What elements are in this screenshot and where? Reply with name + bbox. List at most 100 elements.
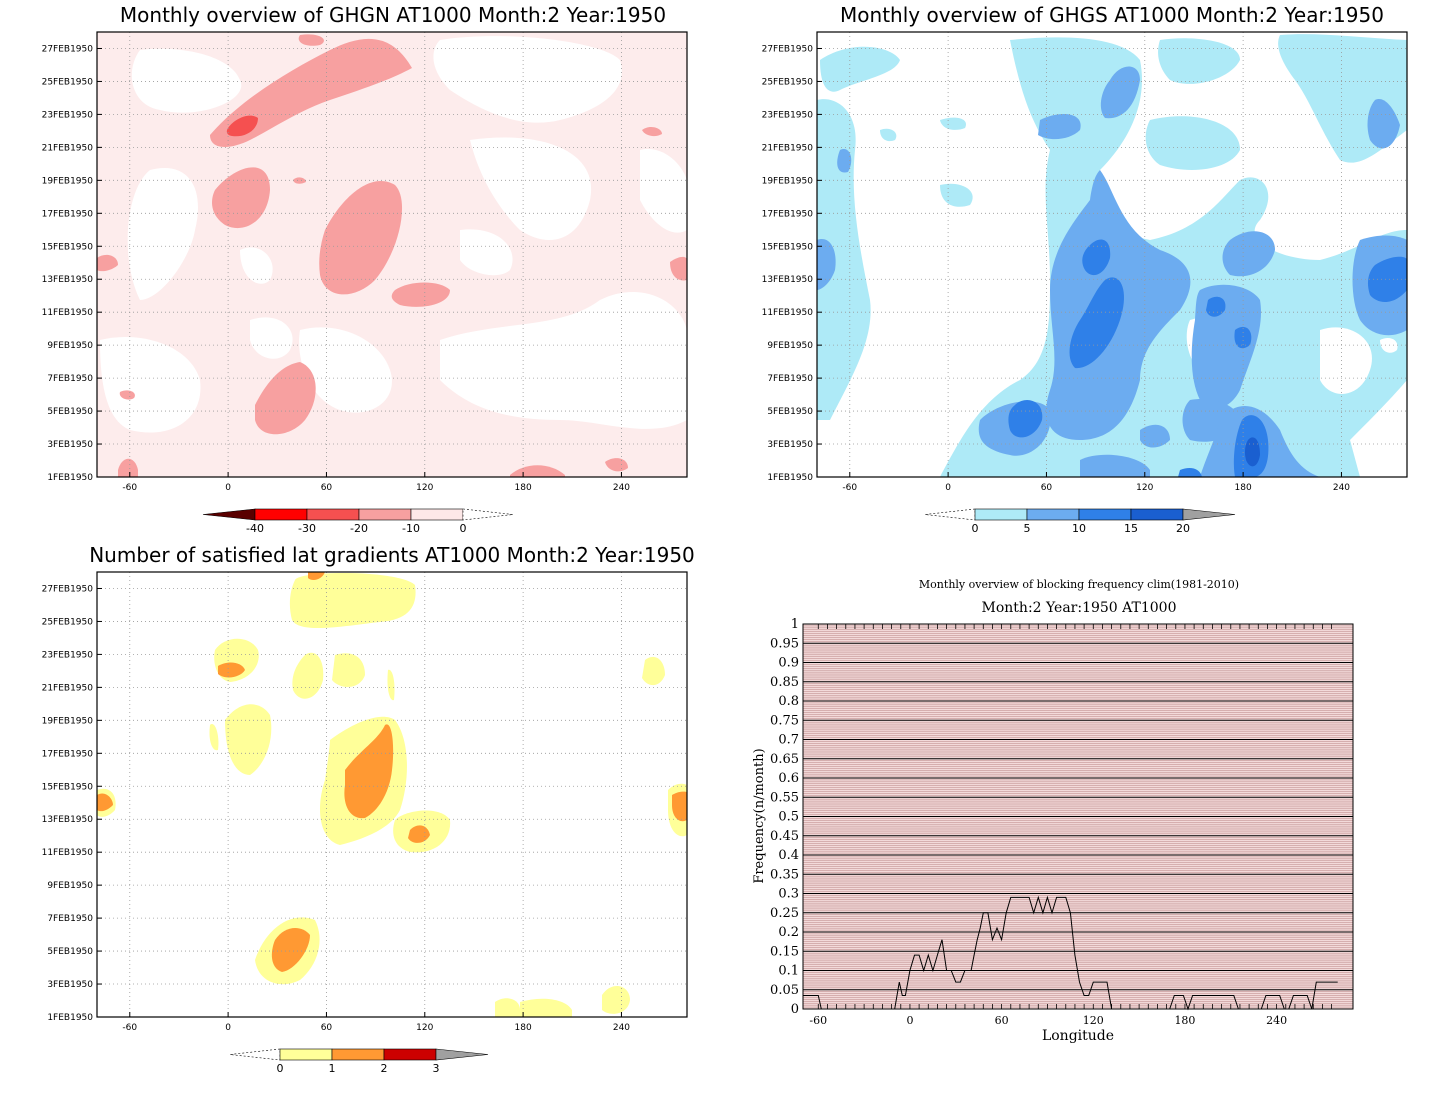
x-tick-label: 180 [1174,1014,1195,1027]
y-tick-label: 11FEB1950 [42,848,94,858]
colorbar-cap [202,508,256,521]
ghgs-y-ticks: 1FEB1950 3FEB1950 5FEB1950 7FEB1950 9FEB1950… [762,44,822,483]
lat-gradients-x-ticks: -60 0 60 120 180 240 [122,1012,630,1033]
y-tick-label: 17FEB1950 [42,749,94,759]
blocking-frame [802,623,1354,1010]
colorbar-label: 1 [329,1062,336,1075]
colorbar-swatch [1130,508,1184,521]
ghgn-colorbar: -40 -30 -20 -10 0 [202,508,514,535]
y-tick-label: 13FEB1950 [42,275,94,285]
y-tick-label: 15FEB1950 [42,782,94,792]
blocking-subtitle: Month:2 Year:1950 AT1000 [982,600,1177,616]
y-tick-label: 3FEB1950 [767,440,813,450]
lat-gradients-field [97,572,687,1017]
ghgn-chart: Monthly overview of GHGN AT1000 Month:2 … [42,3,688,535]
y-tick-label: 0.45 [770,829,799,844]
y-tick-label: 0.85 [770,675,799,690]
x-tick-label: 240 [1333,483,1350,493]
y-tick-label: 1FEB1950 [767,473,813,483]
colorbar-label: 2 [381,1062,388,1075]
blocking-series-line [803,895,1338,1011]
y-tick-label: 5FEB1950 [47,947,93,957]
colorbar-label: 0 [460,522,467,535]
y-tick-label: 7FEB1950 [47,374,93,384]
blocking-frequency-chart: Monthly overview of blocking frequency c… [752,578,1354,1044]
blocking-title: Monthly overview of blocking frequency c… [919,578,1239,591]
y-tick-label: 0.65 [770,752,799,767]
colorbar-cap [435,1048,489,1061]
colorbar-label: -30 [298,522,316,535]
colorbar-label: 0 [972,522,979,535]
y-tick-label: 17FEB1950 [762,209,814,219]
ghgs-x-ticks: -60 0 60 120 180 240 [842,472,1350,493]
y-tick-label: 27FEB1950 [42,584,94,594]
y-tick-label: 23FEB1950 [42,110,94,120]
blocking-xlabel: Longitude [1042,1028,1114,1044]
ghgs-chart: Monthly overview of GHGS AT1000 Month:2 … [762,3,1408,535]
lat-gradients-title: Number of satisfied lat gradients AT1000… [89,543,695,567]
x-tick-label: 120 [416,483,433,493]
x-tick-label: 60 [321,483,333,493]
ghgs-colorbar: 0 5 10 15 20 [924,508,1236,535]
ghgn-field [97,32,687,477]
x-tick-label: 180 [515,483,532,493]
y-tick-label: 0.9 [778,656,799,671]
colorbar-swatch [306,508,360,521]
x-tick-label: 60 [1041,483,1053,493]
y-tick-label: 11FEB1950 [762,308,814,318]
colorbar-swatch [279,1048,333,1061]
colorbar-swatch [383,1048,437,1061]
colorbar-swatch [410,508,464,521]
x-tick-label: -60 [122,483,137,493]
x-tick-label: -60 [842,483,857,493]
x-tick-label: -60 [809,1014,827,1027]
y-tick-label: 0.95 [770,636,799,651]
y-tick-label: 0.25 [770,906,799,921]
y-tick-label: 0.7 [778,733,799,748]
y-tick-label: 0.75 [770,713,799,728]
y-tick-label: 3FEB1950 [47,440,93,450]
x-tick-label: -60 [122,1023,137,1033]
colorbar-label: 20 [1176,522,1190,535]
y-tick-label: 17FEB1950 [42,209,94,219]
y-tick-label: 0.6 [778,771,799,786]
colorbar-label: 0 [277,1062,284,1075]
y-tick-label: 0.3 [778,887,799,902]
lat-gradients-colorbar: 0 1 2 3 [229,1048,489,1075]
colorbar-swatch [1078,508,1132,521]
y-tick-label: 0.55 [770,790,799,805]
y-tick-label: 13FEB1950 [42,815,94,825]
y-tick-label: 0.4 [778,848,799,863]
lat-gradients-y-ticks: 1FEB1950 3FEB1950 5FEB1950 7FEB1950 9FEB1950… [42,584,102,1023]
ghgn-panel: Monthly overview of GHGN AT1000 Month:2 … [0,0,720,545]
x-tick-label: 180 [1235,483,1252,493]
y-tick-label: 21FEB1950 [42,683,94,693]
x-tick-label: 120 [416,1023,433,1033]
blocking-grid [803,623,1353,1010]
colorbar-swatch [254,508,308,521]
x-tick-label: 120 [1136,483,1153,493]
colorbar-label: -40 [246,522,264,535]
blocking-stripes [803,623,1353,1010]
y-tick-label: 0.1 [778,964,799,979]
y-tick-label: 9FEB1950 [767,341,813,351]
colorbar-swatch [358,508,412,521]
ghgs-title: Monthly overview of GHGS AT1000 Month:2 … [840,3,1384,27]
y-tick-label: 21FEB1950 [762,143,814,153]
blocking-x-ticks: -60 0 60 120 180 240 [809,624,1333,1027]
lat-gradients-panel: Number of satisfied lat gradients AT1000… [0,540,720,1091]
y-tick-label: 25FEB1950 [42,77,94,87]
colorbar-cap [924,508,976,521]
blocking-ylabel: Frequency(n/month) [752,748,767,883]
y-tick-label: 3FEB1950 [47,980,93,990]
y-tick-label: 1FEB1950 [47,473,93,483]
x-tick-label: 180 [515,1023,532,1033]
colorbar-swatch [1026,508,1080,521]
y-tick-label: 23FEB1950 [42,650,94,660]
blocking-y-ticks: 0 0.05 0.1 0.15 0.2 0.25 0.3 0.35 0.4 0.45 0.5 0.55… [770,617,799,1017]
colorbar-label: 3 [433,1062,440,1075]
colorbar-label: 5 [1024,522,1031,535]
colorbar-swatch [974,508,1028,521]
y-tick-label: 9FEB1950 [47,341,93,351]
y-tick-label: 25FEB1950 [762,77,814,87]
